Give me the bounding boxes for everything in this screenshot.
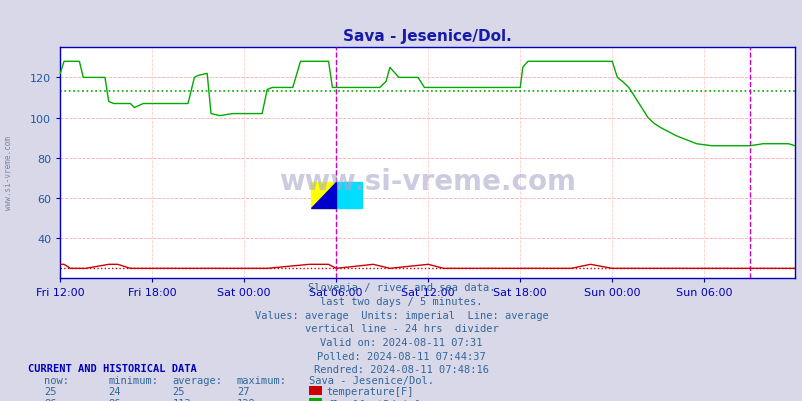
- Text: temperature[F]: temperature[F]: [326, 386, 414, 396]
- Text: www.si-vreme.com: www.si-vreme.com: [3, 136, 13, 209]
- Text: Values: average  Units: imperial  Line: average: Values: average Units: imperial Line: av…: [254, 310, 548, 320]
- Text: minimum:: minimum:: [108, 375, 158, 385]
- Text: flow[foot3/min]: flow[foot3/min]: [326, 398, 420, 401]
- Text: www.si-vreme.com: www.si-vreme.com: [279, 168, 575, 196]
- Text: 24: 24: [108, 386, 121, 396]
- Text: now:: now:: [44, 375, 69, 385]
- Text: 86: 86: [108, 398, 121, 401]
- Text: Polled: 2024-08-11 07:44:37: Polled: 2024-08-11 07:44:37: [317, 351, 485, 361]
- Polygon shape: [310, 182, 336, 209]
- Text: Valid on: 2024-08-11 07:31: Valid on: 2024-08-11 07:31: [320, 337, 482, 347]
- Text: Rendred: 2024-08-11 07:48:16: Rendred: 2024-08-11 07:48:16: [314, 365, 488, 375]
- Text: last two days / 5 minutes.: last two days / 5 minutes.: [320, 296, 482, 306]
- Text: Slovenia / river and sea data.: Slovenia / river and sea data.: [307, 283, 495, 293]
- Text: Sava - Jesenice/Dol.: Sava - Jesenice/Dol.: [309, 375, 434, 385]
- Text: 25: 25: [172, 386, 185, 396]
- Text: maximum:: maximum:: [237, 375, 286, 385]
- Text: 25: 25: [44, 386, 57, 396]
- Bar: [336, 182, 362, 209]
- Text: 86: 86: [44, 398, 57, 401]
- Title: Sava - Jesenice/Dol.: Sava - Jesenice/Dol.: [342, 29, 512, 44]
- Text: CURRENT AND HISTORICAL DATA: CURRENT AND HISTORICAL DATA: [28, 363, 196, 373]
- Text: vertical line - 24 hrs  divider: vertical line - 24 hrs divider: [304, 324, 498, 334]
- Text: 113: 113: [172, 398, 191, 401]
- Text: 27: 27: [237, 386, 249, 396]
- Text: 128: 128: [237, 398, 255, 401]
- Bar: [310, 182, 336, 209]
- Text: average:: average:: [172, 375, 222, 385]
